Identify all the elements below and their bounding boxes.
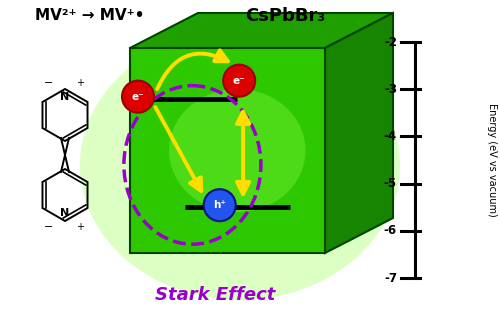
FancyArrowPatch shape bbox=[237, 112, 249, 194]
Text: -6: -6 bbox=[384, 224, 397, 237]
Text: N: N bbox=[60, 208, 70, 218]
Circle shape bbox=[223, 65, 255, 97]
Ellipse shape bbox=[80, 30, 400, 300]
Text: −: − bbox=[44, 78, 54, 88]
Text: e⁻: e⁻ bbox=[233, 76, 245, 86]
Text: CsPbBr₃: CsPbBr₃ bbox=[245, 7, 325, 25]
Text: Energy (eV vs vacuum): Energy (eV vs vacuum) bbox=[487, 103, 497, 217]
Text: Stark Effect: Stark Effect bbox=[155, 286, 275, 304]
Polygon shape bbox=[130, 13, 393, 48]
Text: -5: -5 bbox=[384, 177, 397, 190]
Polygon shape bbox=[325, 13, 393, 253]
Text: h⁺: h⁺ bbox=[214, 200, 226, 210]
Circle shape bbox=[204, 189, 236, 221]
Text: e⁻: e⁻ bbox=[132, 92, 144, 102]
Text: +: + bbox=[76, 222, 84, 232]
Text: N: N bbox=[60, 92, 70, 102]
Text: -4: -4 bbox=[384, 130, 397, 143]
FancyArrowPatch shape bbox=[157, 50, 228, 89]
Text: -2: -2 bbox=[384, 35, 397, 49]
Text: -7: -7 bbox=[384, 271, 397, 285]
Polygon shape bbox=[130, 48, 325, 253]
Text: MV²⁺ → MV⁺•: MV²⁺ → MV⁺• bbox=[35, 8, 145, 23]
Ellipse shape bbox=[169, 89, 306, 212]
Text: −: − bbox=[44, 222, 54, 232]
Text: -3: -3 bbox=[384, 83, 397, 96]
Circle shape bbox=[122, 81, 154, 113]
Text: +: + bbox=[76, 78, 84, 88]
FancyArrowPatch shape bbox=[156, 107, 202, 191]
